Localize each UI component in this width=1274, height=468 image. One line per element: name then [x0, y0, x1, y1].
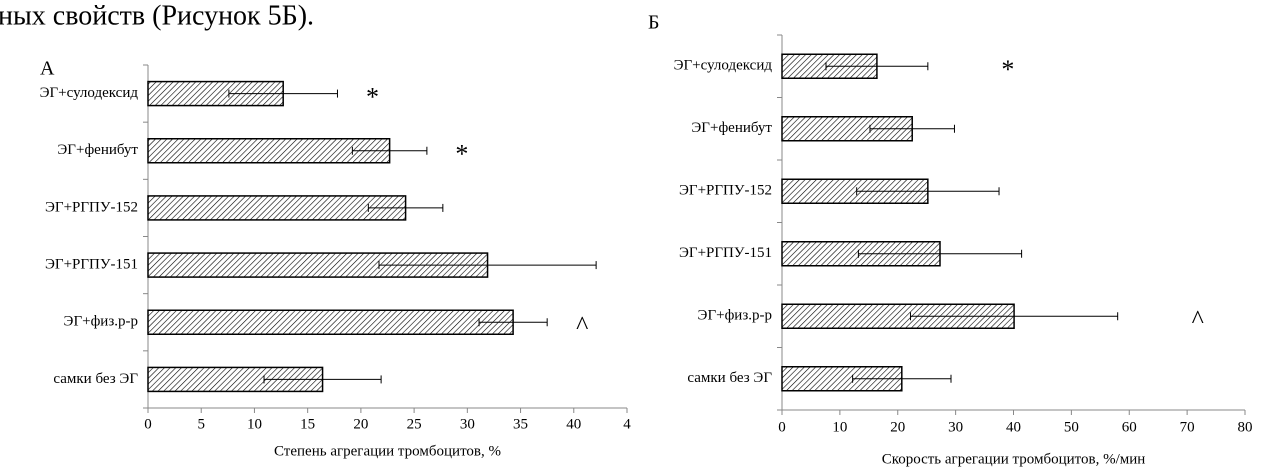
bar: [147, 195, 407, 221]
category-label: ЭГ+РГПУ-151: [679, 245, 772, 261]
x-tick-label: 30: [948, 419, 963, 435]
category-label: ЭГ+фенибут: [57, 142, 138, 158]
x-tick-label: 40: [1006, 419, 1021, 435]
x-tick-label: 50: [1064, 419, 1079, 435]
x-tick-label: 10: [832, 419, 847, 435]
x-tick-label: 15: [300, 416, 315, 432]
category-label: ЭГ+физ.р-р: [64, 314, 138, 330]
x-tick-label: 4: [623, 416, 631, 432]
annotation: *: [366, 83, 379, 112]
bar: [147, 309, 514, 335]
annotation: ^: [1192, 305, 1204, 334]
x-axis-title: Степень агрегации тромбоцитов, %: [274, 443, 501, 459]
annotation: ^: [576, 311, 588, 340]
bar: [147, 138, 391, 164]
category-label: ЭГ+физ.р-р: [698, 308, 772, 324]
category-label: ЭГ+РГПУ-152: [45, 199, 138, 215]
x-tick-label: 20: [353, 416, 368, 432]
x-tick-label: 60: [1122, 419, 1137, 435]
category-label: ЭГ+сулодексид: [40, 85, 139, 101]
x-tick-label: 10: [247, 416, 262, 432]
category-label: ЭГ+РГПУ-152: [679, 183, 772, 199]
x-tick-label: 0: [144, 416, 152, 432]
panel-label: А: [40, 58, 55, 80]
x-axis-title: Скорость агрегации тромбоцитов, %/мин: [882, 451, 1146, 467]
category-label: самки без ЭГ: [687, 370, 772, 386]
category-label: ЭГ+РГПУ-151: [45, 257, 138, 273]
x-tick-label: 70: [1180, 419, 1195, 435]
annotation: *: [1001, 55, 1014, 84]
x-tick-label: 25: [407, 416, 422, 432]
caption-fragment: ных свойств (Рисунок 5Б).: [0, 0, 314, 31]
category-label: ЭГ+сулодексид: [674, 58, 773, 74]
category-label: ЭГ+фенибут: [691, 120, 772, 136]
panel-label: Б: [648, 12, 659, 34]
x-tick-label: 80: [1238, 419, 1253, 435]
x-tick-label: 35: [513, 416, 528, 432]
x-tick-label: 40: [566, 416, 581, 432]
x-tick-label: 30: [460, 416, 475, 432]
annotation: *: [455, 140, 468, 169]
x-tick-label: 5: [197, 416, 205, 432]
x-tick-label: 0: [778, 419, 786, 435]
x-tick-label: 20: [890, 419, 905, 435]
category-label: самки без ЭГ: [53, 371, 138, 387]
